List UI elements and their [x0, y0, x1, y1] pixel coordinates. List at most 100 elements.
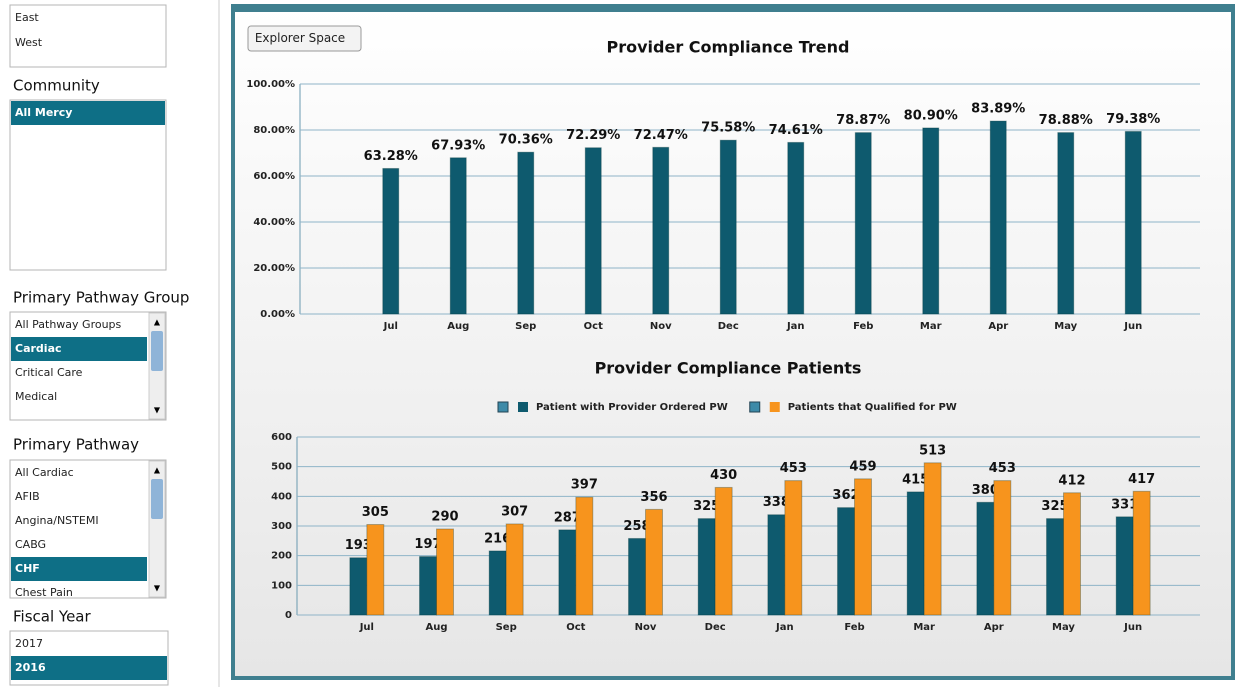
- scroll-down[interactable]: ▼: [154, 584, 161, 593]
- panel-top: [233, 6, 1233, 12]
- bar: [697, 518, 716, 616]
- x-tick-label: Sep: [515, 321, 536, 332]
- data-label: 380: [972, 483, 999, 498]
- chart-title: Provider Compliance Trend: [607, 38, 850, 57]
- y-tick-label: 200: [271, 551, 292, 562]
- data-label: 78.87%: [836, 113, 890, 128]
- data-label: 197: [414, 537, 441, 552]
- x-tick-label: May: [1052, 622, 1075, 633]
- bar: [349, 557, 368, 616]
- legend-label: Patients that Qualified for PW: [788, 402, 957, 413]
- list-item[interactable]: Angina/NSTEMI: [15, 514, 99, 527]
- bar: [449, 157, 467, 315]
- data-label: 305: [362, 505, 389, 520]
- scroll-down[interactable]: ▼: [154, 406, 161, 415]
- data-label: 325: [693, 499, 720, 514]
- chart-title: Provider Compliance Patients: [595, 359, 862, 378]
- bar: [714, 486, 733, 616]
- bar: [1063, 492, 1081, 616]
- legend-label: Patient with Provider Ordered PW: [536, 402, 728, 413]
- y-tick-label: 80.00%: [253, 125, 295, 136]
- list-item[interactable]: All Mercy: [15, 106, 72, 119]
- data-label: 338: [763, 495, 790, 510]
- legend-checkbox[interactable]: [497, 401, 509, 413]
- bar: [488, 550, 507, 616]
- scroll-up[interactable]: ▲: [154, 466, 161, 475]
- data-label: 258: [623, 519, 650, 534]
- filter-label: Primary Pathway Group: [13, 289, 189, 307]
- legend-swatch: [518, 402, 528, 412]
- bar: [1132, 490, 1151, 616]
- data-label: 331: [1111, 497, 1138, 512]
- y-tick-label: 400: [271, 491, 292, 502]
- x-tick-label: Jan: [786, 321, 805, 332]
- x-tick-label: Nov: [650, 321, 672, 332]
- x-tick-label: Sep: [496, 622, 517, 633]
- x-tick-label: May: [1054, 321, 1077, 332]
- data-label: 453: [780, 461, 807, 476]
- x-tick-label: Jun: [1123, 321, 1142, 332]
- data-label: 72.29%: [566, 128, 620, 143]
- explorer-button[interactable]: [247, 25, 362, 52]
- x-tick-label: Nov: [635, 622, 657, 633]
- data-label: 430: [710, 468, 737, 483]
- x-tick-label: Feb: [853, 321, 873, 332]
- y-tick-label: 40.00%: [253, 217, 295, 228]
- data-label: 67.93%: [431, 138, 485, 153]
- selected-row: [11, 101, 165, 125]
- x-tick-label: Dec: [718, 321, 739, 332]
- list-item[interactable]: All Pathway Groups: [15, 318, 122, 331]
- bar: [382, 167, 400, 315]
- legend-checkbox[interactable]: [749, 401, 761, 413]
- list-item[interactable]: 2016: [15, 661, 46, 674]
- bar: [923, 462, 942, 616]
- list-item[interactable]: Critical Care: [15, 366, 83, 379]
- y-tick-label: 60.00%: [253, 171, 295, 182]
- bar: [1046, 518, 1064, 616]
- list-item[interactable]: Chest Pain: [15, 586, 73, 599]
- y-tick-label: 100: [271, 580, 292, 591]
- data-label: 70.36%: [499, 133, 553, 148]
- bar: [575, 496, 594, 616]
- list-item[interactable]: West: [15, 36, 43, 49]
- data-label: 356: [640, 490, 667, 505]
- list-item[interactable]: CABG: [15, 538, 46, 551]
- list-item[interactable]: Cardiac: [15, 342, 62, 355]
- data-label: 362: [832, 488, 859, 503]
- x-tick-label: Apr: [984, 622, 1004, 633]
- x-tick-label: Apr: [988, 321, 1008, 332]
- bar: [719, 139, 737, 315]
- list-item[interactable]: AFIB: [15, 490, 40, 503]
- bar: [1115, 516, 1134, 616]
- bar: [652, 146, 670, 315]
- list-item[interactable]: CHF: [15, 562, 40, 575]
- bar: [436, 528, 454, 616]
- bar: [922, 127, 940, 315]
- list-item[interactable]: 2017: [15, 637, 43, 650]
- data-label: 415: [902, 472, 929, 487]
- scroll-up[interactable]: ▲: [154, 318, 161, 327]
- data-label: 307: [501, 504, 528, 519]
- bar: [517, 151, 535, 315]
- scroll-thumb[interactable]: [151, 479, 163, 519]
- selected-row: [11, 337, 147, 361]
- scroll-thumb[interactable]: [151, 331, 163, 371]
- filter-label: Community: [13, 77, 100, 95]
- x-tick-label: Mar: [913, 622, 935, 633]
- list-item[interactable]: East: [15, 11, 39, 24]
- bar: [419, 556, 437, 616]
- list-item[interactable]: All Cardiac: [15, 466, 74, 479]
- x-tick-label: Jul: [359, 622, 374, 633]
- y-tick-label: 100.00%: [246, 79, 295, 90]
- data-label: 83.89%: [971, 102, 1025, 117]
- bar: [1124, 130, 1142, 315]
- data-label: 459: [849, 459, 876, 474]
- y-tick-label: 0: [285, 610, 292, 621]
- data-label: 75.58%: [701, 121, 755, 136]
- x-tick-label: Jun: [1123, 622, 1142, 633]
- selected-row: [11, 557, 147, 581]
- y-tick-label: 20.00%: [253, 263, 295, 274]
- list-item[interactable]: Medical: [15, 390, 57, 403]
- data-label: 216: [484, 531, 511, 546]
